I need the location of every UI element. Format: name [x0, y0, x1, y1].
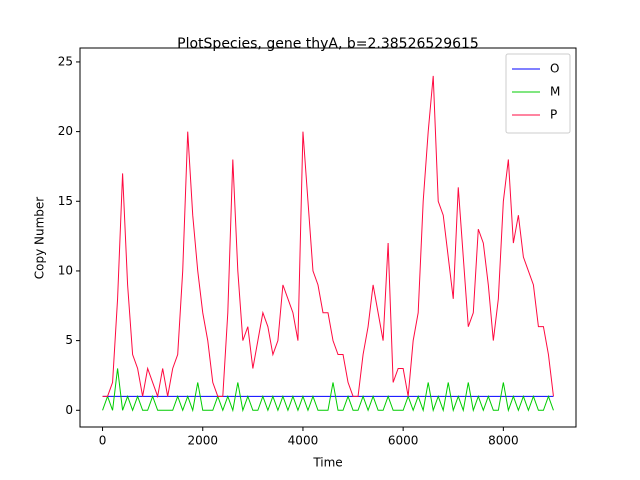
legend: OMP	[505, 53, 571, 134]
chart-title: PlotSpecies, gene thyA, b=2.38526529615	[177, 36, 479, 52]
y-tick-label: 20	[58, 124, 73, 138]
legend-label: M	[550, 85, 560, 99]
y-tick-label: 5	[65, 333, 73, 347]
x-tick-label: 0	[99, 434, 107, 448]
x-tick-label: 2000	[187, 434, 218, 448]
x-axis-label: Time	[312, 456, 342, 470]
x-tick-label: 4000	[288, 434, 319, 448]
axes-frame	[79, 47, 577, 428]
x-tick-label: 6000	[388, 434, 419, 448]
x-tick-label: 8000	[488, 434, 519, 448]
y-tick-label: 10	[58, 263, 73, 277]
y-tick-label: 25	[58, 54, 73, 68]
legend-label: O	[550, 62, 559, 76]
legend-box	[505, 53, 571, 134]
legend-label: P	[550, 108, 557, 122]
series-line	[102, 368, 554, 413]
series-line	[102, 75, 554, 399]
y-tick-label: 0	[65, 403, 73, 417]
y-axis-label: Copy Number	[33, 197, 47, 280]
y-tick-label: 15	[58, 194, 73, 208]
